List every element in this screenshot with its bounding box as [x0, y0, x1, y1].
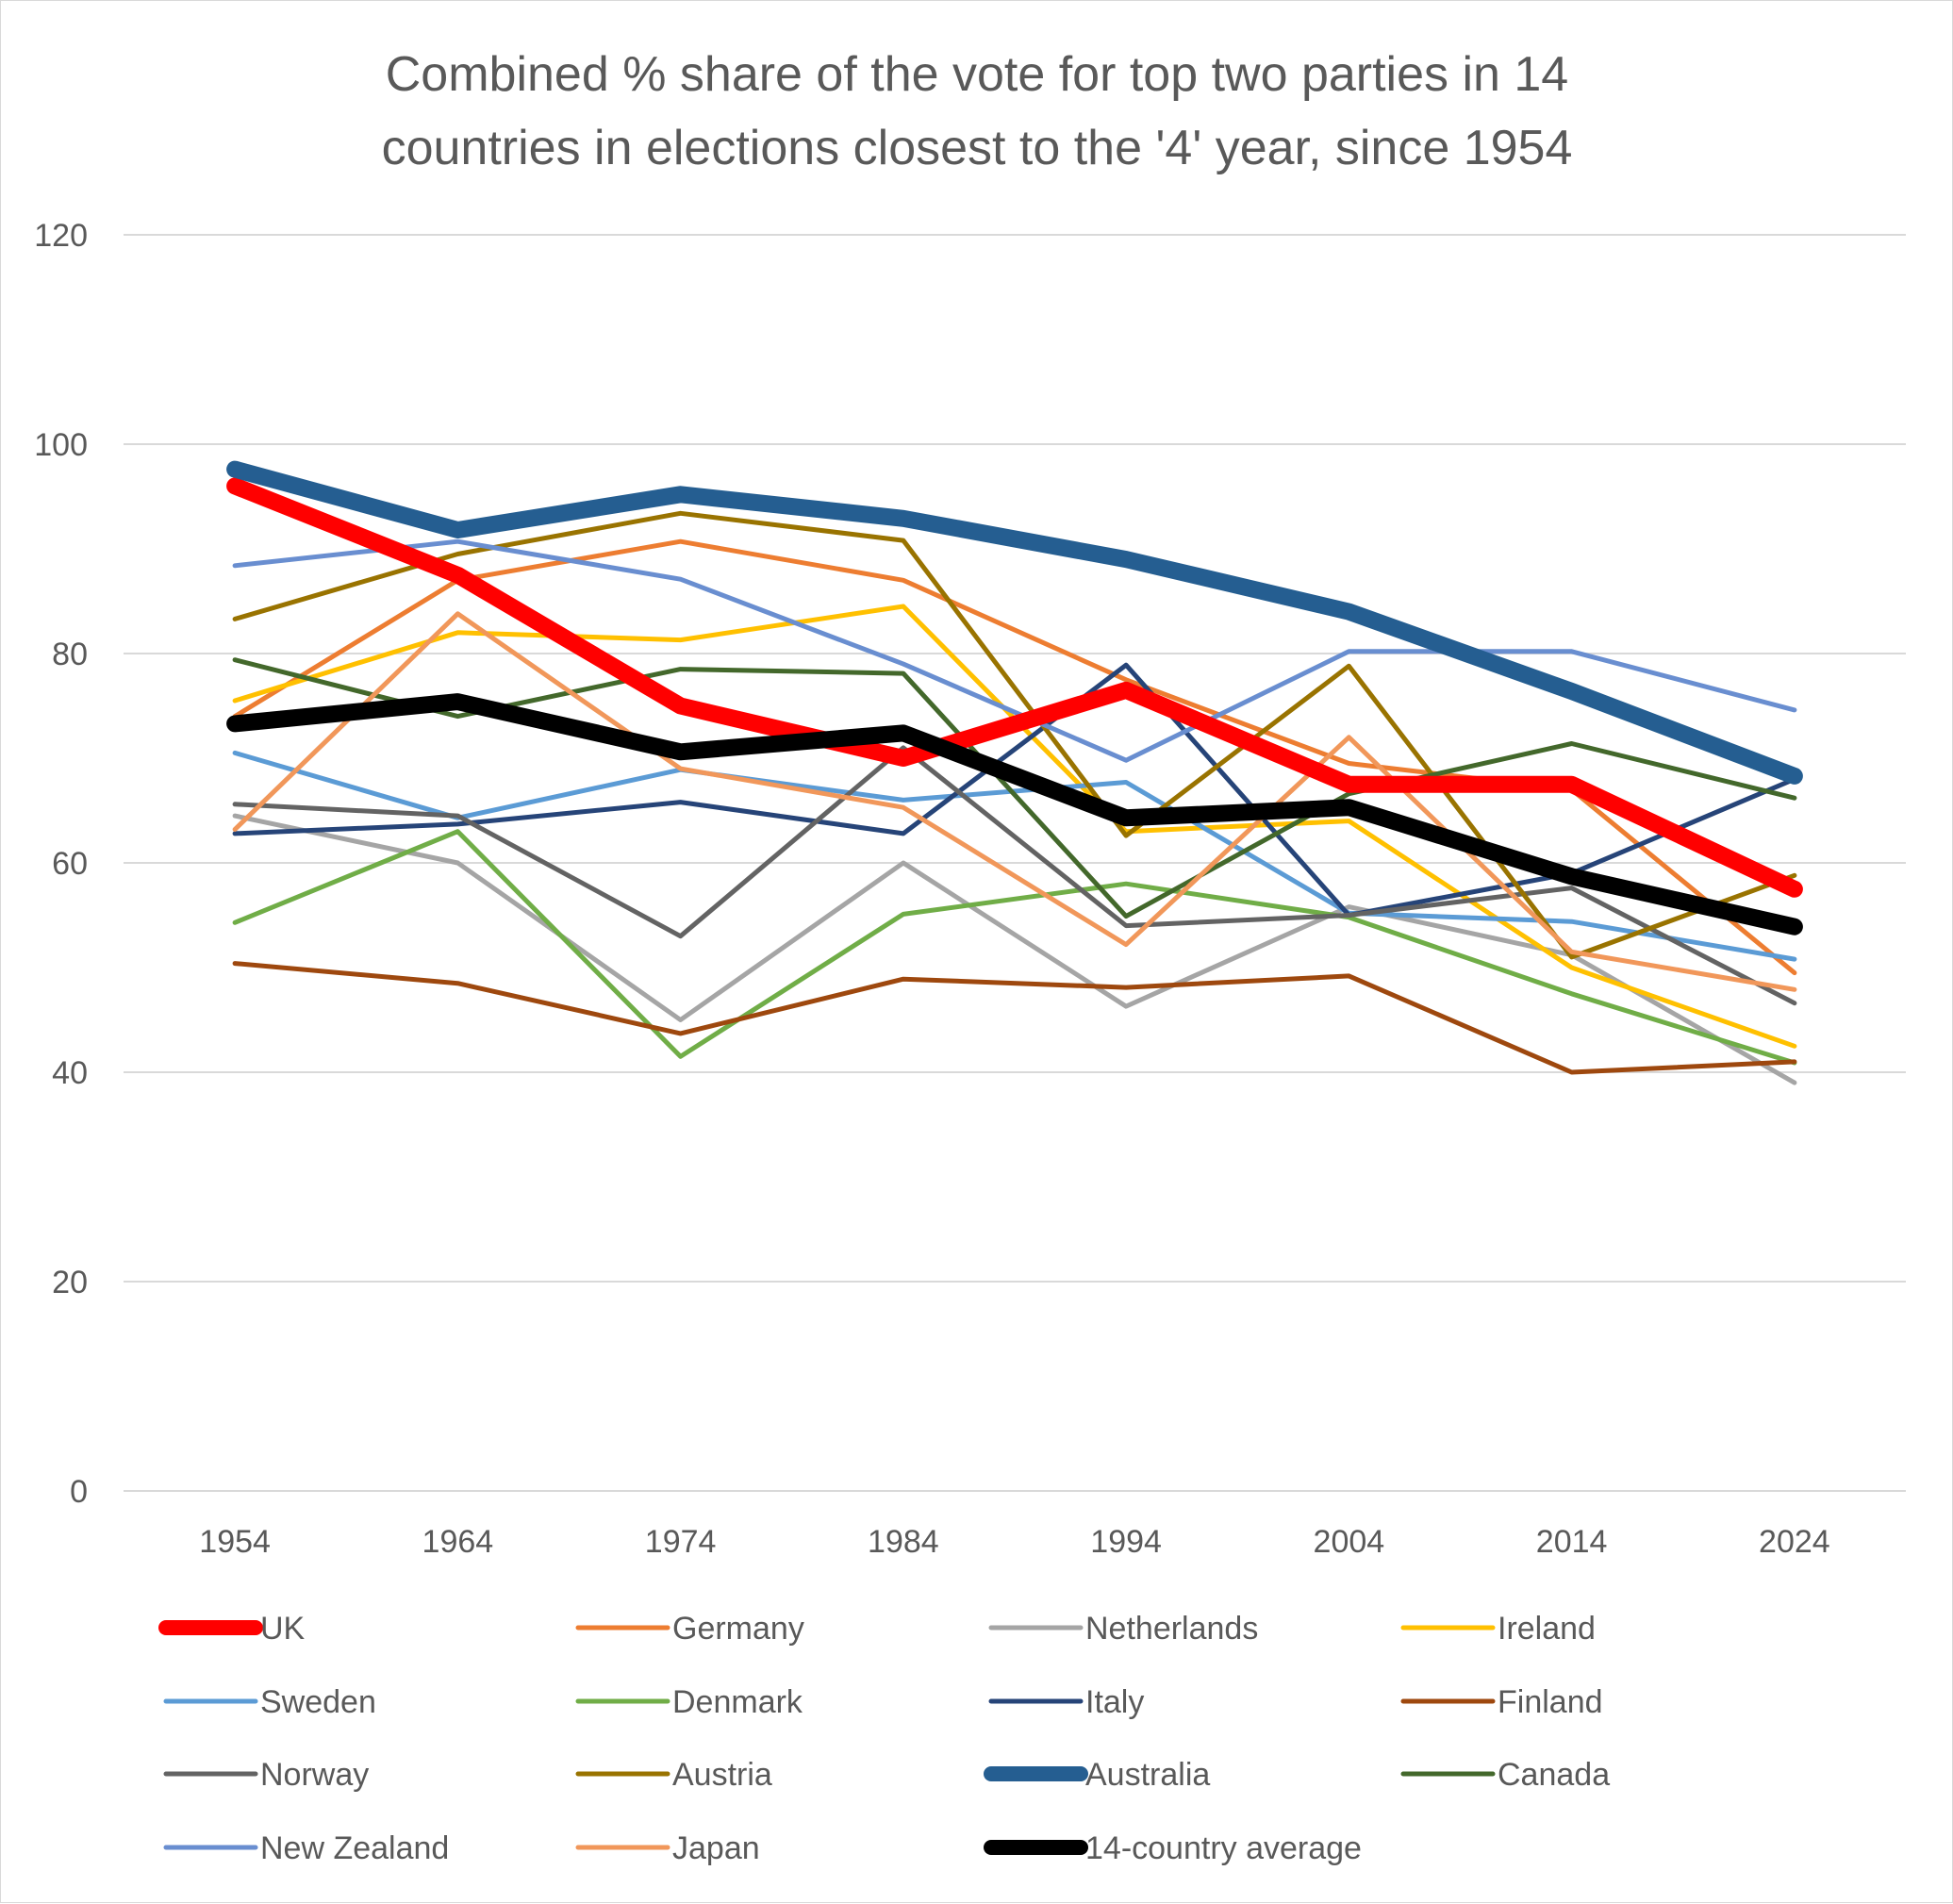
- x-tick-label: 1994: [1090, 1524, 1162, 1560]
- y-tick-label: 20: [52, 1265, 88, 1300]
- series-line-denmark: [232, 829, 1797, 1066]
- legend-label-germany: Germany: [672, 1611, 804, 1647]
- series-line-14-country-average: [226, 693, 1803, 935]
- legend-label-14-country-average: 14-country average: [1085, 1830, 1362, 1866]
- chart-title-line-2: countries in elections closest to the '4…: [382, 121, 1573, 175]
- chart-title-line-1: Combined % share of the vote for top two…: [386, 47, 1568, 102]
- legend-label-finland: Finland: [1498, 1684, 1603, 1720]
- legend-label-italy: Italy: [1085, 1684, 1144, 1720]
- x-tick-label: 2024: [1759, 1524, 1830, 1560]
- legend: UK Germany Netherlands Ireland Sweden Denmark…: [158, 1611, 1610, 1866]
- y-tick-label: 0: [70, 1474, 88, 1510]
- legend-label-canada: Canada: [1498, 1757, 1610, 1793]
- series-line-australia: [226, 460, 1803, 785]
- legend-label-new-zealand: New Zealand: [260, 1830, 449, 1866]
- x-tick-label: 2004: [1314, 1524, 1385, 1560]
- legend-label-denmark: Denmark: [672, 1684, 803, 1720]
- series-line-new-zealand: [232, 538, 1797, 763]
- gridlines: [124, 234, 1906, 1492]
- series-line-germany: [232, 538, 1797, 976]
- y-tick-label: 40: [52, 1055, 88, 1091]
- x-tick-label: 1974: [645, 1524, 717, 1560]
- legend-label-uk: UK: [260, 1611, 306, 1647]
- legend-label-japan: Japan: [672, 1830, 760, 1866]
- series-line-japan: [232, 611, 1797, 992]
- series-line-italy: [232, 662, 1797, 918]
- legend-label-austria: Austria: [672, 1757, 772, 1793]
- y-tick-label: 60: [52, 846, 88, 882]
- series-line-ireland: [232, 604, 1797, 1049]
- legend-label-norway: Norway: [260, 1757, 369, 1793]
- series-line-netherlands: [232, 813, 1797, 1085]
- series-line-sweden: [232, 750, 1797, 962]
- y-tick-label: 80: [52, 637, 88, 672]
- x-tick-label: 1964: [422, 1524, 494, 1560]
- legend-label-sweden: Sweden: [260, 1684, 376, 1720]
- legend-label-ireland: Ireland: [1498, 1611, 1596, 1647]
- series-line-norway: [232, 745, 1797, 1006]
- x-tick-label: 1954: [199, 1524, 271, 1560]
- y-tick-label: 100: [34, 427, 88, 463]
- legend-label-australia: Australia: [1085, 1757, 1210, 1793]
- y-tick-label: 120: [34, 218, 88, 254]
- legend-label-netherlands: Netherlands: [1085, 1611, 1258, 1647]
- x-tick-label: 2014: [1536, 1524, 1608, 1560]
- series-line-uk: [226, 477, 1803, 898]
- axes: 0 20 40 60 80 100 120 1954 1964 1974 1984 1994 2004 2…: [34, 218, 1829, 1560]
- x-tick-label: 1984: [868, 1524, 939, 1560]
- series-lines: [226, 460, 1803, 1085]
- series-line-finland: [232, 961, 1797, 1075]
